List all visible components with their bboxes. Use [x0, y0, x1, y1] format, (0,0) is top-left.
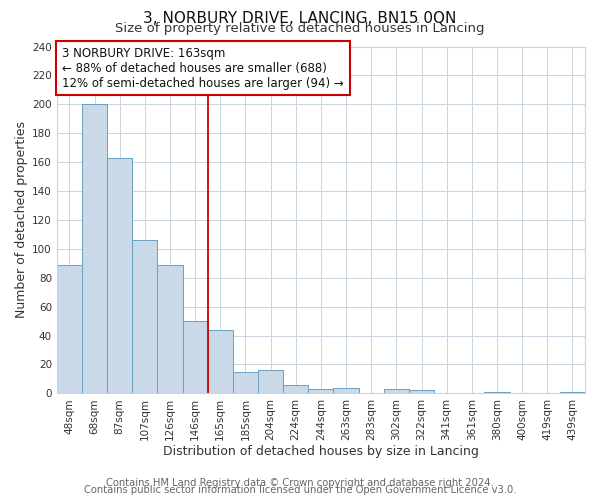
Bar — [409, 390, 434, 394]
Bar — [384, 389, 409, 394]
Bar — [258, 370, 283, 394]
Bar — [107, 158, 132, 394]
Bar — [57, 264, 82, 394]
Bar — [132, 240, 157, 394]
Bar — [233, 372, 258, 394]
Text: 3 NORBURY DRIVE: 163sqm
← 88% of detached houses are smaller (688)
12% of semi-d: 3 NORBURY DRIVE: 163sqm ← 88% of detache… — [62, 46, 344, 90]
Text: Contains HM Land Registry data © Crown copyright and database right 2024.: Contains HM Land Registry data © Crown c… — [106, 478, 494, 488]
Text: 3, NORBURY DRIVE, LANCING, BN15 0QN: 3, NORBURY DRIVE, LANCING, BN15 0QN — [143, 11, 457, 26]
Bar — [82, 104, 107, 394]
Bar — [182, 321, 208, 394]
Y-axis label: Number of detached properties: Number of detached properties — [15, 122, 28, 318]
X-axis label: Distribution of detached houses by size in Lancing: Distribution of detached houses by size … — [163, 444, 479, 458]
Bar — [308, 389, 334, 394]
Bar — [208, 330, 233, 394]
Bar — [283, 384, 308, 394]
Bar — [560, 392, 585, 394]
Bar — [484, 392, 509, 394]
Bar — [157, 264, 182, 394]
Text: Size of property relative to detached houses in Lancing: Size of property relative to detached ho… — [115, 22, 485, 35]
Bar — [334, 388, 359, 394]
Text: Contains public sector information licensed under the Open Government Licence v3: Contains public sector information licen… — [84, 485, 516, 495]
